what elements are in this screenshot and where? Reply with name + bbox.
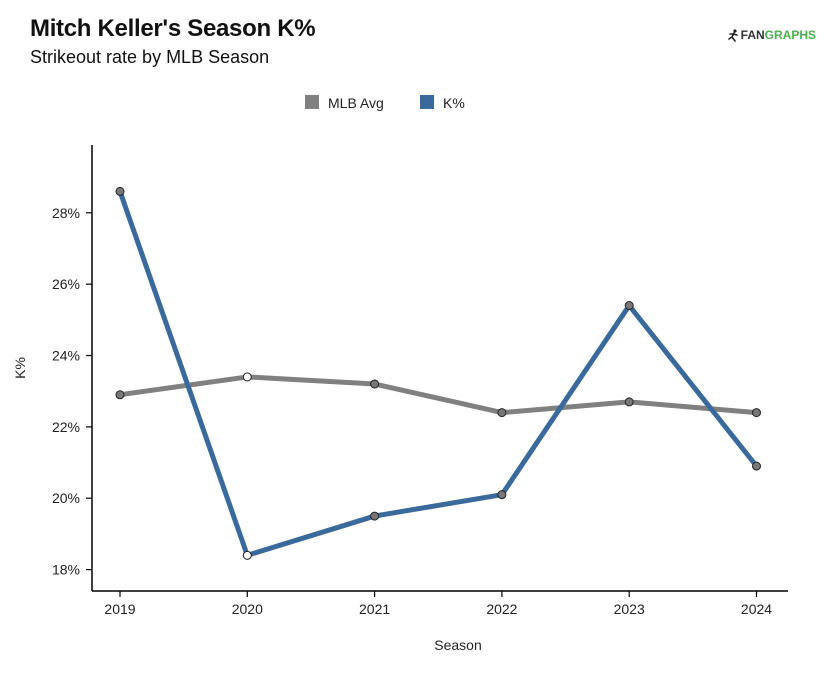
y-axis-label: K% bbox=[12, 357, 28, 379]
k-pct-point[interactable] bbox=[624, 301, 634, 311]
k-pct-line bbox=[117, 190, 759, 558]
x-tick-label: 2020 bbox=[232, 601, 263, 617]
mlb-avg-line bbox=[119, 374, 757, 416]
chart-subtitle: Strikeout rate by MLB Season bbox=[30, 47, 270, 67]
x-tick-label: 2022 bbox=[486, 601, 517, 617]
k-pct-point[interactable] bbox=[752, 461, 761, 471]
legend: MLB Avg K% bbox=[305, 95, 465, 111]
chart-title: Mitch Keller's Season K% bbox=[30, 15, 316, 42]
mlb-avg-point[interactable] bbox=[242, 372, 252, 382]
logo-text-fan: FAN bbox=[740, 28, 765, 42]
axes bbox=[91, 145, 788, 592]
x-tick-label: 2024 bbox=[741, 601, 772, 617]
mlb-avg-point[interactable] bbox=[370, 379, 380, 389]
logo-text-graphs: GRAPHS bbox=[764, 28, 816, 42]
x-tick-label: 2023 bbox=[614, 601, 645, 617]
mlb-avg-legend-swatch bbox=[305, 95, 319, 109]
y-tick-label: 22% bbox=[52, 419, 80, 435]
x-tick-label: 2019 bbox=[104, 601, 135, 617]
y-tick-label: 26% bbox=[52, 276, 80, 292]
fangraphs-logo: FAN GRAPHS bbox=[727, 28, 816, 42]
runner-icon bbox=[727, 28, 738, 42]
k-pct-point[interactable] bbox=[242, 550, 252, 560]
k-pct-legend-label: K% bbox=[443, 95, 465, 111]
y-tick-label: 20% bbox=[52, 490, 80, 506]
mlb-avg-point[interactable] bbox=[115, 390, 125, 400]
x-ticks: 2019 2020 2021 2022 2023 2024 bbox=[104, 591, 772, 617]
k-pct-point[interactable] bbox=[497, 490, 507, 500]
x-axis-label: Season bbox=[434, 637, 481, 653]
k-pct-point[interactable] bbox=[370, 511, 380, 521]
mlb-avg-point[interactable] bbox=[752, 408, 761, 418]
y-tick-label: 18% bbox=[52, 562, 80, 578]
mlb-avg-point[interactable] bbox=[497, 408, 507, 418]
mlb-avg-point[interactable] bbox=[624, 397, 634, 407]
mlb-avg-legend-label: MLB Avg bbox=[328, 95, 384, 111]
k-pct-point[interactable] bbox=[115, 186, 125, 196]
y-tick-label: 28% bbox=[52, 205, 80, 221]
k-pct-legend-swatch bbox=[420, 95, 434, 109]
y-tick-label: 24% bbox=[52, 348, 80, 364]
y-ticks: 18% 20% 22% 24% 26% 28% bbox=[52, 205, 92, 578]
series-layer bbox=[115, 186, 761, 560]
x-tick-label: 2021 bbox=[359, 601, 390, 617]
